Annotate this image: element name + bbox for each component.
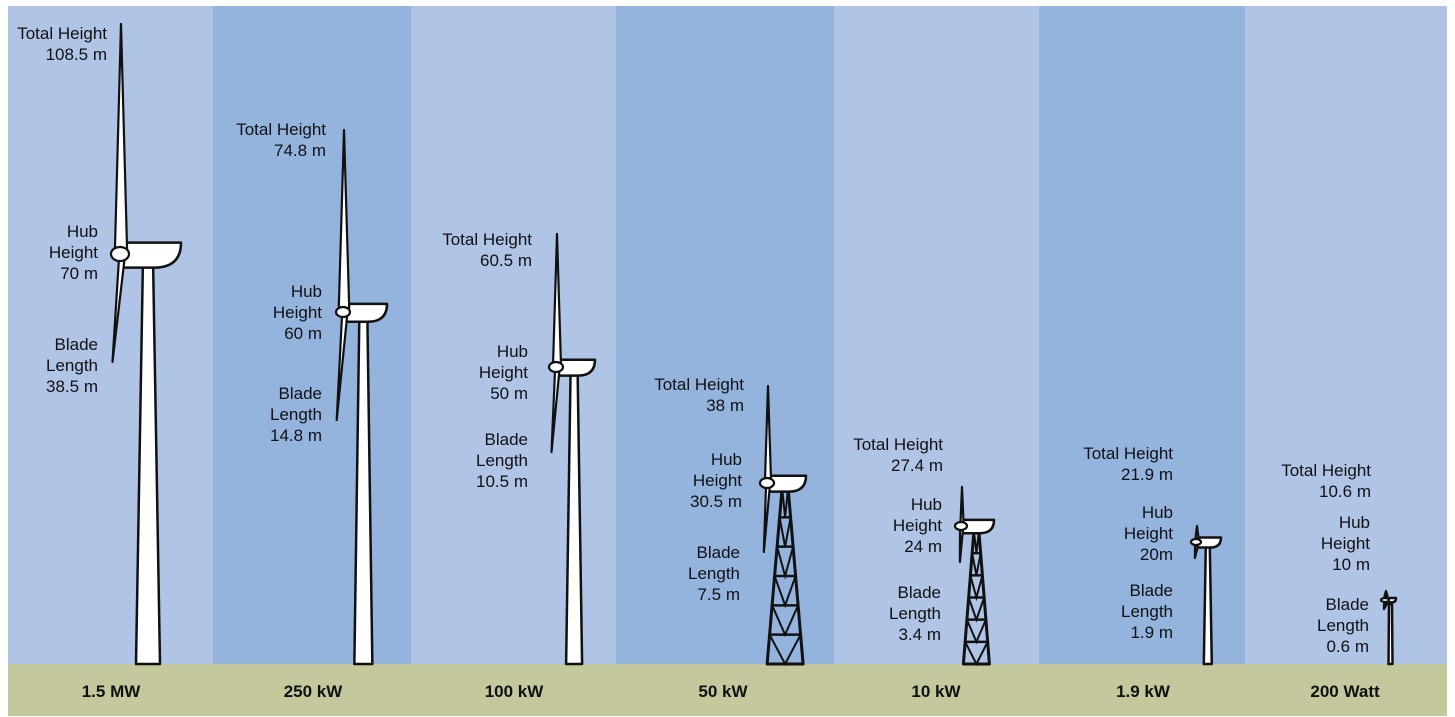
tower-1-5-mw	[134, 256, 162, 666]
tower-250-kw	[353, 314, 374, 666]
hub-1-9-kw	[1189, 537, 1203, 547]
blade-length-label-1-5mw: Blade Length 38.5 m	[46, 335, 98, 396]
lattice-brace-50-kw	[771, 604, 800, 638]
hub-height-label-50kw: Hub Height 30.5 m	[690, 450, 742, 511]
nacelle-100-kw	[555, 358, 597, 377]
hub-height-label-10kw: Hub Height 24 m	[892, 495, 942, 556]
hub-height-label-100kw: Hub Height 50 m	[478, 342, 528, 403]
nacelle-50-kw	[766, 474, 808, 493]
lattice-brace-50-kw	[778, 517, 792, 547]
power-rating-250kw: 250 kW	[283, 682, 343, 701]
lattice-brace-10-kw	[969, 575, 984, 602]
lattice-brace-10-kw	[967, 597, 986, 623]
lattice-brace-10-kw	[965, 619, 987, 645]
total-height-label-200w: Total Height 10.6 m	[1281, 461, 1371, 501]
band-1-5mw	[8, 6, 213, 664]
blade-length-label-200w: Blade Length 0.6 m	[1317, 595, 1369, 656]
blade-lower-50-kw	[762, 485, 771, 554]
lattice-brace-50-kw	[781, 487, 790, 518]
ground-strip	[8, 664, 1447, 716]
power-rating-1-9kw: 1.9 kW	[1116, 682, 1170, 701]
tower-100-kw	[564, 369, 584, 666]
blade-lower-1-5-mw	[111, 256, 126, 364]
blade-length-label-250kw: Blade Length 14.8 m	[270, 384, 322, 445]
blade-upper-250-kw	[337, 128, 351, 310]
hub-10-kw	[953, 520, 969, 532]
blade-upper-100-kw	[551, 232, 563, 365]
nacelle-250-kw	[342, 302, 389, 324]
total-height-label-100kw: Total Height 60.5 m	[442, 230, 532, 270]
blade-lower-1-9-kw	[1193, 544, 1199, 560]
blade-length-label-10kw: Blade Length 3.4 m	[889, 583, 941, 644]
blade-upper-10-kw	[959, 485, 965, 524]
hub-250-kw	[334, 305, 352, 319]
blade-length-label-50kw: Blade Length 7.5 m	[688, 543, 740, 604]
blade-lower-10-kw	[958, 528, 964, 564]
power-rating-100kw: 100 kW	[484, 682, 544, 701]
band-200w	[1245, 6, 1447, 664]
blade-lower-200-watt	[1382, 602, 1388, 611]
power-rating-200w: 200 Watt	[1310, 682, 1380, 701]
hub-50-kw	[758, 476, 776, 490]
nacelle-10-kw	[960, 518, 996, 535]
blade-lower-100-kw	[550, 369, 561, 454]
lattice-brace-10-kw	[964, 641, 989, 667]
lattice-brace-50-kw	[768, 634, 802, 667]
blade-upper-50-kw	[763, 384, 773, 481]
blade-lower-250-kw	[335, 314, 349, 422]
hub-height-label-200w: Hub Height 10 m	[1320, 513, 1370, 574]
nacelle-1-5-mw	[119, 241, 183, 269]
band-50kw	[616, 6, 834, 664]
hub-1-5-mw	[109, 245, 131, 263]
tower-1-9-kw	[1202, 544, 1214, 666]
lattice-brace-10-kw	[972, 530, 980, 554]
hub-height-label-1-5mw: Hub Height 70 m	[48, 222, 98, 283]
hub-height-label-250kw: Hub Height 60 m	[272, 282, 322, 343]
band-100kw	[411, 6, 616, 664]
total-height-label-1-5mw: Total Height 108.5 m	[17, 24, 107, 64]
lattice-brace-10-kw	[971, 552, 982, 576]
total-height-label-1-9kw: Total Height 21.9 m	[1083, 444, 1173, 484]
blade-upper-1-5-mw	[113, 22, 129, 252]
turbine-comparison-diagram: 1.5 MW 250 kW 100 kW 50 kW 10 kW 1.9 kW …	[8, 6, 1447, 716]
nacelle-1-9-kw	[1195, 536, 1223, 549]
power-rating-10kw: 10 kW	[911, 682, 961, 701]
hub-height-label-1-9kw: Hub Height 20m	[1123, 503, 1173, 564]
blade-length-label-1-9kw: Blade Length 1.9 m	[1121, 581, 1173, 642]
hub-100-kw	[547, 360, 565, 374]
band-10kw	[834, 6, 1039, 664]
lattice-brace-50-kw	[773, 575, 797, 609]
total-height-label-250kw: Total Height 74.8 m	[236, 120, 326, 160]
power-rating-50kw: 50 kW	[698, 682, 748, 701]
hub-200-watt	[1379, 596, 1391, 604]
lattice-brace-50-kw	[776, 546, 795, 580]
power-rating-1-5mw: 1.5 MW	[81, 682, 141, 701]
blade-length-label-100kw: Blade Length 10.5 m	[476, 430, 528, 491]
blade-upper-200-watt	[1383, 589, 1389, 598]
total-height-label-50kw: Total Height 38 m	[654, 375, 744, 415]
blade-upper-1-9-kw	[1194, 524, 1200, 540]
total-height-label-10kw: Total Height 27.4 m	[853, 435, 943, 475]
tower-200-watt	[1387, 602, 1394, 666]
band-250kw	[213, 6, 411, 664]
